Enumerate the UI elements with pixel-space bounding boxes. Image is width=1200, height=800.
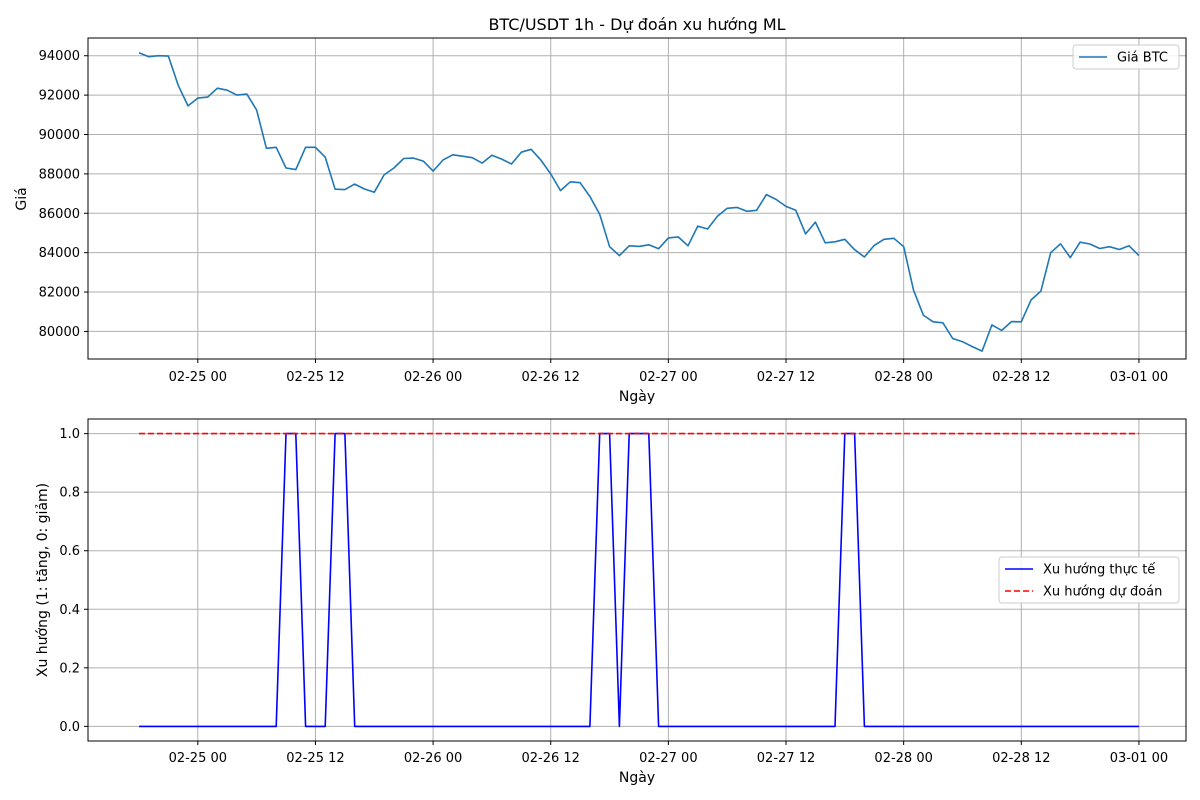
y-tick-label: 0.6 (59, 544, 80, 559)
legend-box (1072, 44, 1180, 70)
price-x-axis-label: Ngày (619, 389, 655, 405)
x-tick-label: 02-26 00 (404, 751, 462, 766)
price-x-ticks: 02-25 00 02-25 12 02-26 00 02-26 12 02-27 00… (169, 359, 1168, 385)
y-tick-label: 84000 (39, 246, 80, 261)
y-tick-label: 0.8 (59, 486, 80, 501)
y-tick-label: 88000 (39, 167, 80, 182)
trend-legend: Xu hướng thực tế Xu hướng dự đoán (998, 556, 1180, 604)
price-legend: Giá BTC (1072, 44, 1180, 70)
legend-label: Xu hướng dự đoán (1043, 585, 1162, 600)
price-grid (88, 38, 1186, 359)
series-line-0 (138, 52, 1140, 352)
legend-label: Xu hướng thực tế (1043, 563, 1155, 578)
x-tick-label: 02-25 12 (286, 370, 344, 385)
y-tick-label: 80000 (39, 325, 80, 340)
y-tick-label: 90000 (39, 128, 80, 143)
y-tick-label: 0.4 (59, 603, 80, 618)
x-tick-label: 02-25 00 (169, 751, 227, 766)
trend-chart: 02-25 00 02-25 12 02-26 00 02-26 12 02-27 00… (35, 418, 1187, 786)
y-tick-label: 82000 (39, 286, 80, 301)
x-tick-label: 02-28 12 (992, 751, 1050, 766)
price-chart-title: BTC/USDT 1h - Dự đoán xu hướng ML (488, 15, 785, 34)
trend-axes-frame (87, 418, 1187, 742)
y-tick-label: 0.2 (59, 661, 80, 676)
x-tick-label: 02-26 12 (522, 751, 580, 766)
trend-x-axis-label: Ngày (619, 770, 655, 786)
x-tick-label: 02-25 00 (169, 370, 227, 385)
y-tick-label: 1.0 (59, 427, 80, 442)
price-chart: BTC/USDT 1h - Dự đoán xu hướng ML 02-25 … (14, 15, 1187, 405)
price-series (138, 52, 1140, 352)
y-tick-label: 92000 (39, 89, 80, 104)
x-tick-label: 02-28 12 (992, 370, 1050, 385)
x-tick-label: 02-27 12 (757, 370, 815, 385)
series-line-0 (139, 432, 1139, 728)
trend-y-ticks: 0.0 0.2 0.4 0.6 0.8 1.0 (59, 427, 88, 735)
price-axes-frame (87, 37, 1187, 360)
y-tick-label: 94000 (39, 49, 80, 64)
y-tick-label: 0.0 (59, 720, 80, 735)
trend-x-ticks: 02-25 00 02-25 12 02-26 00 02-26 12 02-27 00… (169, 741, 1168, 766)
x-tick-label: 02-28 00 (874, 370, 932, 385)
trend-y-axis-label: Xu hướng (1: tăng, 0: giảm) (35, 483, 51, 677)
y-tick-label: 86000 (39, 207, 80, 222)
x-tick-label: 03-01 00 (1110, 751, 1168, 766)
x-tick-label: 02-25 12 (286, 751, 344, 766)
trend-series (139, 432, 1139, 728)
price-y-ticks: 80000 82000 84000 86000 88000 90000 92000 94000 (39, 49, 88, 340)
x-tick-label: 02-28 00 (874, 751, 932, 766)
x-tick-label: 02-26 12 (522, 370, 580, 385)
legend-label: Giá BTC (1117, 51, 1168, 66)
legend-box (998, 556, 1180, 604)
x-tick-label: 02-27 00 (639, 751, 697, 766)
price-y-axis-label: Giá (14, 187, 30, 210)
x-tick-label: 03-01 00 (1110, 370, 1168, 385)
x-tick-label: 02-27 00 (639, 370, 697, 385)
x-tick-label: 02-26 00 (404, 370, 462, 385)
x-tick-label: 02-27 12 (757, 751, 815, 766)
